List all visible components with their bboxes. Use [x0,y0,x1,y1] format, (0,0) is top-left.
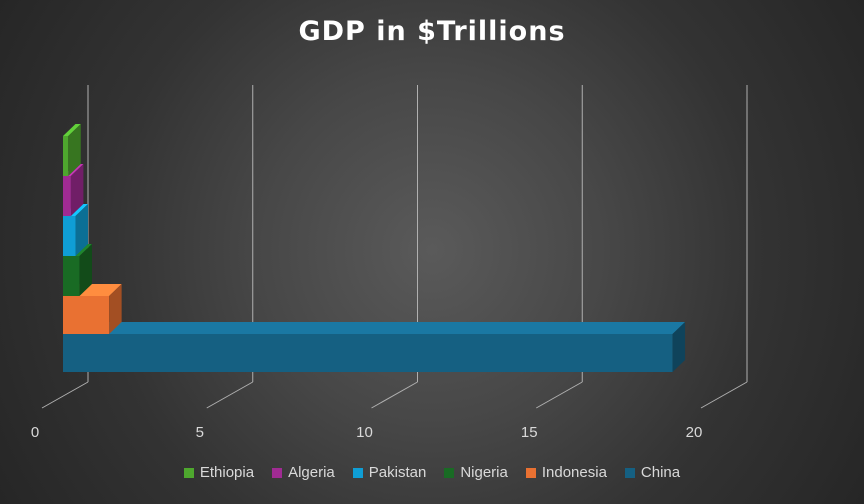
bar-side [109,284,122,334]
legend-swatch [272,467,283,478]
legend-swatch [352,467,363,478]
bar-pakistan [63,204,89,256]
gridline-floor [206,381,253,409]
legend: Ethiopia Algeria Pakistan Nigeria Indonesia C… [0,464,864,481]
bar-front [63,296,110,334]
bar-series [63,124,686,372]
bar-front [63,176,71,216]
bar-china [63,322,686,372]
legend-item-nigeria: Nigeria [444,464,508,481]
bar-side [68,124,81,176]
bar-top [63,322,686,334]
legend-item-indonesia: Indonesia [525,464,607,481]
legend-swatch [525,467,536,478]
legend-swatch [183,467,194,478]
legend-item-ethiopia: Ethiopia [183,464,255,481]
bar-front [63,136,69,176]
legend-swatch [624,467,635,478]
legend-label: Ethiopia [199,464,255,481]
x-tick-label: 10 [356,424,373,441]
gridline-floor [700,381,748,409]
bar-ethiopia [63,124,81,176]
bar-front [63,334,673,372]
legend-swatch [444,467,455,478]
legend-label: China [640,464,681,481]
legend-label: Indonesia [541,464,607,481]
bar-front [63,216,76,256]
gridline-floor [371,381,418,409]
bar-side [79,244,92,296]
gridline-floor [41,381,89,409]
bar-side [70,164,84,216]
legend-label: Nigeria [460,464,508,481]
x-tick-label: 20 [686,424,703,441]
gridline-floor [536,381,583,409]
bar-side [672,322,686,372]
legend-label: Pakistan [368,464,427,481]
bar-side [75,204,89,256]
x-tick-label: 5 [196,424,204,441]
bar-top [63,124,81,136]
legend-label: Algeria [288,464,335,481]
x-axis-ticks: 0 5 10 15 20 [31,424,703,441]
bar-front [63,256,80,296]
legend-item-china: China [624,464,681,481]
legend-item-algeria: Algeria [272,464,335,481]
legend-item-pakistan: Pakistan [352,464,427,481]
chart-title: GDP in $Trillions [298,16,566,47]
x-tick-label: 0 [31,424,39,441]
x-tick-label: 15 [521,424,538,441]
